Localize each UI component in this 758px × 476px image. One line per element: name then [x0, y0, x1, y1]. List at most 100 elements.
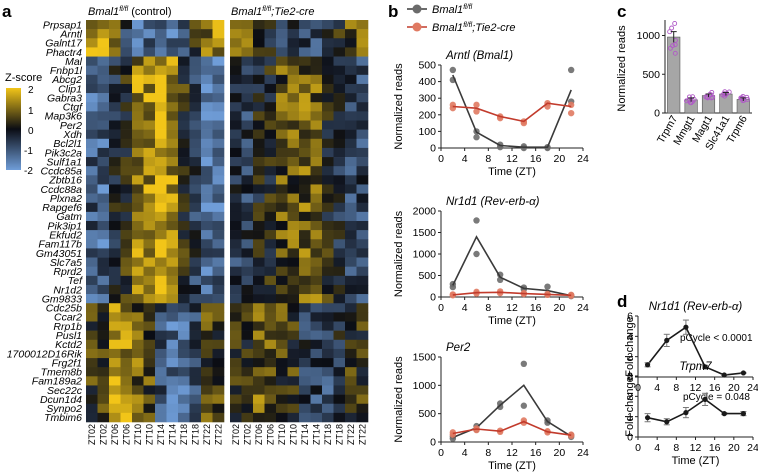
heatmap-cell — [253, 93, 265, 103]
heatmap-cell — [132, 248, 144, 258]
heatmap-cell — [201, 47, 213, 57]
x-tick-label: 4 — [462, 447, 468, 459]
heatmap — [86, 20, 369, 423]
heatmap-cell — [276, 394, 288, 405]
heatmap-cell — [299, 138, 311, 149]
heatmap-cell — [132, 47, 144, 57]
heatmap-cell — [299, 385, 311, 395]
data-point — [520, 360, 528, 367]
heatmap-cell — [253, 184, 265, 194]
x-tick-label: 16 — [530, 153, 542, 165]
heatmap-cell — [345, 294, 357, 304]
mean-marker — [740, 411, 747, 417]
gene-label: Frg2f1 — [52, 357, 82, 369]
heatmap-cell — [155, 29, 167, 39]
heatmap-cell — [276, 303, 288, 313]
heatmap-cell — [287, 202, 300, 213]
heatmap-cell — [109, 120, 121, 130]
y-axis-label: Normalized reads — [616, 25, 628, 112]
heatmap-cell — [287, 184, 300, 194]
heatmap-cell — [241, 47, 254, 57]
heatmap-cell — [201, 294, 213, 304]
heatmap-cell — [86, 358, 98, 368]
heatmap-cell — [155, 47, 167, 57]
heatmap-cell — [287, 29, 300, 39]
chart-title: Nr1d1 (Rev-erb-α) — [446, 196, 540, 208]
heatmap-cell — [276, 312, 288, 322]
heatmap-cell — [86, 202, 98, 213]
heatmap-cell — [178, 230, 190, 240]
heatmap-cell — [356, 157, 369, 167]
heatmap-cell — [345, 403, 357, 414]
heatmap-cell — [299, 330, 311, 341]
heatmap-cell — [166, 29, 179, 39]
heatmap-cell — [241, 202, 254, 213]
column-label: ZT02 — [231, 424, 241, 445]
heatmap-cell — [212, 294, 225, 304]
heatmap-cell — [253, 312, 265, 322]
heatmap-cell — [189, 376, 202, 386]
heatmap-cell — [155, 358, 167, 368]
heatmap-cell — [264, 111, 277, 121]
heatmap-cell — [178, 56, 190, 66]
heatmap-cell — [276, 257, 288, 267]
column-label: ZT14 — [167, 424, 177, 445]
heatmap-cell — [310, 358, 323, 368]
heatmap-cell — [310, 266, 323, 277]
heatmap-cell — [155, 266, 167, 277]
heatmap-cell — [253, 403, 265, 414]
series-line — [647, 398, 744, 423]
heatmap-cell — [201, 184, 213, 194]
heatmap-cell — [299, 394, 311, 405]
column-label: ZT18 — [190, 424, 200, 445]
heatmap-cell — [253, 257, 265, 267]
heatmap-cell — [241, 230, 254, 240]
heatmap-cell — [166, 230, 179, 240]
heatmap-cell — [299, 129, 311, 140]
heatmap-cell — [109, 266, 121, 277]
column-label: ZT22 — [346, 424, 356, 445]
chart-annotation: pCycle = 0.048 — [683, 392, 750, 403]
y-axis-label: Fold change — [624, 316, 636, 377]
heatmap-cell — [345, 202, 357, 213]
heatmap-cell — [143, 111, 156, 121]
heatmap-cell — [97, 339, 110, 350]
heatmap-cell — [143, 147, 156, 158]
heatmap-cell — [333, 56, 346, 66]
heatmap-cell — [212, 248, 225, 258]
heatmap-cell — [86, 38, 98, 48]
heatmap-cell — [166, 202, 179, 213]
heatmap-cell — [86, 74, 98, 85]
heatmap-cell — [299, 29, 311, 39]
heatmap-cell — [241, 184, 254, 194]
heatmap-cell — [356, 248, 369, 258]
heatmap-cell — [276, 239, 288, 249]
heatmap-cell — [120, 202, 133, 213]
heatmap-cell — [287, 175, 300, 185]
heatmap-cell — [287, 403, 300, 414]
heatmap-cell — [178, 47, 190, 57]
heatmap-cell — [97, 230, 110, 240]
heatmap-cell — [86, 221, 98, 231]
heatmap-cell — [132, 120, 144, 130]
heatmap-cell — [132, 257, 144, 267]
heatmap-cell — [109, 29, 121, 39]
data-point — [449, 292, 457, 299]
heatmap-cell — [189, 367, 202, 377]
heatmap-cell — [299, 157, 311, 167]
heatmap-cell — [276, 65, 288, 76]
heatmap-cell — [189, 29, 202, 39]
heatmap-cell — [322, 102, 334, 112]
legend-marker-ko — [412, 22, 422, 32]
gene-label: Kctd2 — [55, 339, 82, 351]
heatmap-cell — [97, 138, 110, 149]
heatmap-cell — [212, 193, 225, 204]
heatmap-cell — [345, 330, 357, 341]
column-label: ZT18 — [323, 424, 333, 445]
data-point — [473, 250, 480, 258]
heatmap-cell — [143, 412, 156, 423]
heatmap-cell — [241, 339, 254, 350]
heatmap-cell — [155, 129, 167, 140]
heatmap-cell — [212, 38, 225, 48]
